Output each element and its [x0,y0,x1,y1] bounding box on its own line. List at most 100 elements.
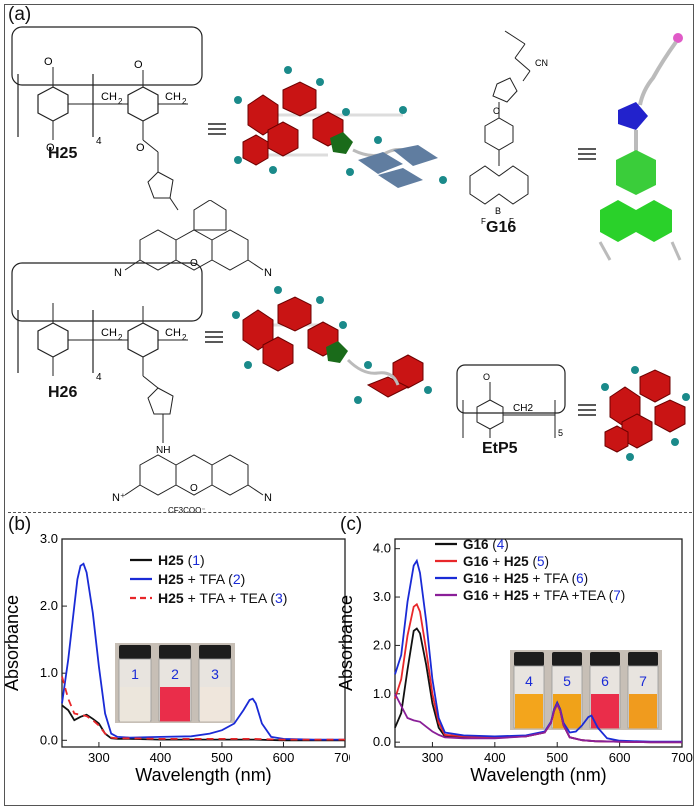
svg-text:F: F [481,217,486,226]
svg-text:N: N [264,267,272,279]
y-tick-label: 0.0 [373,734,391,749]
h25-structure: CH 2 CH 2 4 O O O O [11,26,203,211]
x-tick-label: 500 [211,750,233,765]
vial-number: 4 [525,673,533,689]
panel-c-label: (c) [340,514,363,535]
x-tick-label: 600 [273,750,295,765]
svg-text:2: 2 [182,97,187,106]
h26-structure: CH 2 CH 2 4 NH [11,262,203,456]
equivalence-symbol-3 [205,331,223,343]
panel-divider [8,512,692,513]
svg-text:CH: CH [101,91,117,103]
equivalence-symbol-2 [578,148,596,160]
svg-text:O: O [493,106,500,116]
g16-structure: CN BF F O [469,30,548,226]
vial-cap [159,645,191,659]
legend-entry: H25 (1) [158,552,205,568]
vial-liquid [120,687,150,722]
svg-text:CF3COO⁻: CF3COO⁻ [168,506,206,515]
vial-cap [628,652,658,666]
svg-text:O: O [44,56,53,68]
svg-text:CH: CH [165,327,181,339]
x-tick-label: 400 [484,750,506,765]
panel-b-label: (b) [8,514,32,535]
y-tick-label: 4.0 [373,541,391,556]
x-axis-label: Wavelength (nm) [135,765,271,785]
vial-cap [552,652,582,666]
x-tick-label: 300 [88,750,110,765]
legend-entry: G16 + H25 + TFA (6) [463,571,588,586]
svg-text:2: 2 [118,333,123,342]
svg-text:CH: CH [101,327,117,339]
svg-text:CH2: CH2 [513,403,533,414]
plot-frame [61,538,346,748]
x-tick-label: 400 [150,750,172,765]
legend-entry: G16 + H25 (5) [463,554,549,569]
svg-text:O: O [46,142,55,154]
x-tick-label: 700 [334,750,350,765]
vial-cap [590,652,620,666]
vial-liquid [629,694,657,729]
absorbance-chart-b: 1 2 3 300 400 500 600 700 0.0 1.0 2.0 3.0 Wavelength… [2,531,350,785]
y-axis-label: Absorbance [2,595,22,691]
vial-number: 1 [131,666,139,682]
svg-text:F: F [509,217,514,226]
vial-cap [199,645,231,659]
vial-liquid [515,694,543,729]
svg-text:O: O [483,372,490,382]
plot-frame [394,538,683,748]
g16-3d-model [598,33,683,261]
vial-liquid [553,694,581,729]
figure-frame [4,4,694,806]
svg-text:5: 5 [558,428,563,438]
vial-number: 2 [171,666,179,682]
svg-text:N: N [114,267,122,279]
svg-text:CH: CH [165,91,181,103]
legend-entry: G16 + H25 + TFA +TEA (7) [463,588,625,603]
vial-number: 6 [601,673,609,689]
y-tick-label: 3.0 [373,589,391,604]
h26-rhodamine: N⁺ N O CF3COO⁻ [112,454,272,515]
vial-cap [514,652,544,666]
svg-text:O: O [136,142,145,154]
svg-text:NH: NH [156,445,170,456]
y-tick-label: 2.0 [40,598,58,613]
svg-text:4: 4 [96,136,102,147]
svg-text:N⁺: N⁺ [112,492,126,504]
absorbance-chart-c: 4 5 6 7 300 400 500 600 700 0.0 1.0 2.0 3.0 4.0 Wavele… [336,537,693,785]
vial-liquid [200,687,230,722]
y-tick-label: 2.0 [373,637,391,652]
legend-entry: G16 (4) [463,537,509,552]
legend-entry: H25 + TFA + TEA (3) [158,590,287,606]
svg-text:CN: CN [535,58,548,68]
y-axis-label: Absorbance [336,595,356,691]
svg-text:2: 2 [118,97,123,106]
h26-3d-model [232,286,432,404]
h25-label: H25 [48,145,78,162]
series-line [394,693,682,744]
series-line [61,562,345,741]
x-axis-label: Wavelength (nm) [470,765,606,785]
equivalence-symbol-4 [578,404,596,416]
y-tick-label: 1.0 [40,665,58,680]
vial-number: 3 [211,666,219,682]
h25-3d-model [234,66,447,188]
svg-text:4: 4 [96,372,102,383]
svg-text:O: O [134,59,143,71]
svg-text:2: 2 [182,333,187,342]
g16-label: G16 [486,219,517,236]
etp5-structure: CH2 5 O [456,364,566,438]
x-tick-label: 500 [546,750,568,765]
svg-text:N: N [264,492,272,504]
vial-number: 7 [639,673,647,689]
y-tick-label: 0.0 [40,732,58,747]
vial-number: 5 [563,673,571,689]
y-tick-label: 3.0 [40,531,58,546]
x-tick-label: 300 [422,750,444,765]
x-tick-label: 700 [671,750,693,765]
x-tick-label: 600 [609,750,631,765]
vial-liquid [160,687,190,722]
equivalence-symbol-1 [208,123,226,135]
h26-label: H26 [48,384,78,401]
